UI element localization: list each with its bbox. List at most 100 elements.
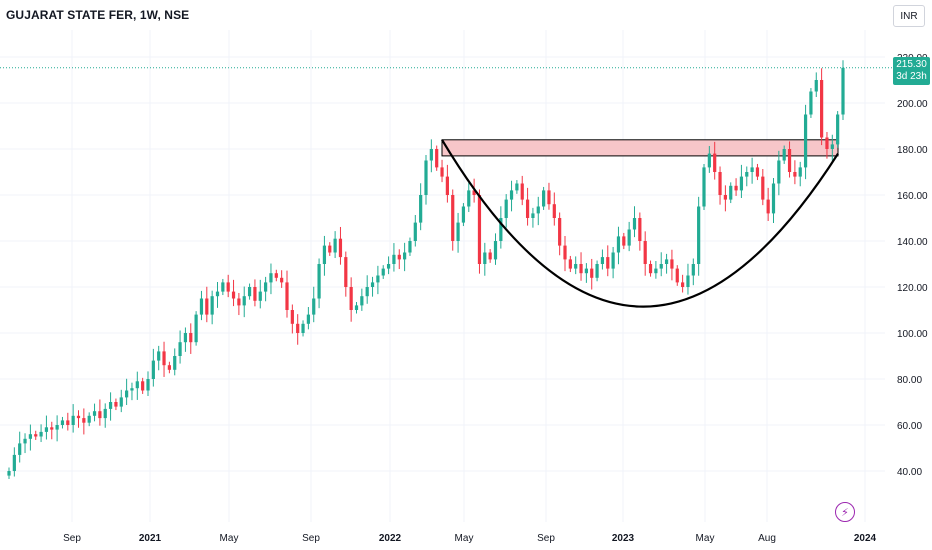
candle-body <box>44 427 49 432</box>
candle-body <box>793 172 797 177</box>
candle-body <box>504 199 508 218</box>
candle-body <box>173 356 177 370</box>
candle-body <box>424 160 428 195</box>
candle-body <box>23 438 27 444</box>
candle-body <box>611 252 615 269</box>
candle-body <box>841 67 845 115</box>
candle-body <box>707 153 711 168</box>
candle-body <box>825 137 829 149</box>
candle-body <box>467 190 471 207</box>
candle-body <box>493 241 498 260</box>
candle-body <box>697 206 701 264</box>
candle-body <box>830 144 834 149</box>
candle-body <box>798 167 802 177</box>
candle-body <box>301 323 305 333</box>
candle-body <box>745 172 749 177</box>
candle-body <box>499 218 503 241</box>
candle-body <box>477 195 482 264</box>
candle-body <box>413 222 417 241</box>
candle-body <box>312 298 316 315</box>
candle-body <box>648 264 653 274</box>
lightning-icon[interactable]: ⚡ <box>835 502 855 522</box>
y-tick-label: 100.00 <box>897 329 928 340</box>
candle-body <box>210 296 214 315</box>
candle-body <box>349 287 353 310</box>
y-tick-label: 200.00 <box>897 99 928 110</box>
candle-body <box>595 264 599 278</box>
candle-body <box>258 291 262 301</box>
candle-body <box>333 238 337 253</box>
candle-body <box>71 415 75 425</box>
candle-body <box>264 282 268 292</box>
candle-body <box>435 149 439 168</box>
candle-body <box>280 277 284 283</box>
candle-body <box>199 298 204 315</box>
x-tick-label: 2022 <box>379 533 402 544</box>
candle-body <box>723 195 727 200</box>
candle-body <box>681 282 685 287</box>
candle-body <box>338 238 343 258</box>
candle-body <box>531 213 535 218</box>
candle-body <box>632 218 637 230</box>
candle-body <box>563 245 567 260</box>
candle-body <box>328 245 332 253</box>
candle-body <box>734 185 738 191</box>
bar-countdown: 3d 23h <box>896 71 927 82</box>
candle-body <box>167 365 171 370</box>
candle-body <box>755 167 760 177</box>
candle-body <box>547 190 551 205</box>
candle-body <box>34 434 38 437</box>
candle-body <box>451 195 455 241</box>
candle-body <box>445 176 449 195</box>
candle-body <box>787 149 792 172</box>
candle-body <box>146 379 150 391</box>
candle-body <box>574 264 578 269</box>
candle-body <box>702 167 706 207</box>
candle-body <box>370 282 375 287</box>
candle-body <box>820 80 824 138</box>
x-tick-label: Aug <box>758 533 776 544</box>
candle-body <box>66 420 70 425</box>
candle-body <box>114 402 118 407</box>
candle-body <box>18 443 22 455</box>
candle-body <box>76 415 81 419</box>
candle-body <box>28 434 32 439</box>
candle-body <box>616 236 621 253</box>
candle-body <box>253 287 257 301</box>
last-price-tag: 215.30 3d 23h <box>893 57 930 85</box>
y-tick-label: 120.00 <box>897 283 928 294</box>
candle-body <box>231 291 236 299</box>
y-tick-label: 160.00 <box>897 191 928 202</box>
candle-body <box>360 296 364 306</box>
candle-body <box>729 185 733 200</box>
candle-body <box>525 199 530 218</box>
candle-body <box>691 264 695 276</box>
candle-body <box>226 282 230 292</box>
candle-body <box>183 333 188 343</box>
candle-body <box>269 273 273 283</box>
candle-body <box>659 264 663 269</box>
candle-body <box>60 420 65 425</box>
candle-body <box>98 411 102 419</box>
y-tick-label: 40.00 <box>897 467 922 478</box>
candle-body <box>670 259 674 269</box>
candle-body <box>322 245 327 264</box>
candle-body <box>568 259 572 269</box>
candle-body <box>408 241 412 253</box>
candle-body <box>247 287 252 297</box>
last-price-value: 215.30 <box>896 59 927 70</box>
candle-body <box>403 252 407 260</box>
candle-body <box>157 351 161 361</box>
candle-body <box>274 273 278 278</box>
candle-body <box>627 229 631 246</box>
x-tick-label: 2024 <box>854 533 877 544</box>
candle-body <box>103 408 107 419</box>
candle-body <box>515 183 519 191</box>
candle-body <box>135 381 139 389</box>
candle-body <box>12 454 16 471</box>
candle-body <box>766 199 770 214</box>
candle-body <box>558 218 562 246</box>
candle-body <box>221 282 225 292</box>
currency-button[interactable]: INR <box>893 5 925 27</box>
